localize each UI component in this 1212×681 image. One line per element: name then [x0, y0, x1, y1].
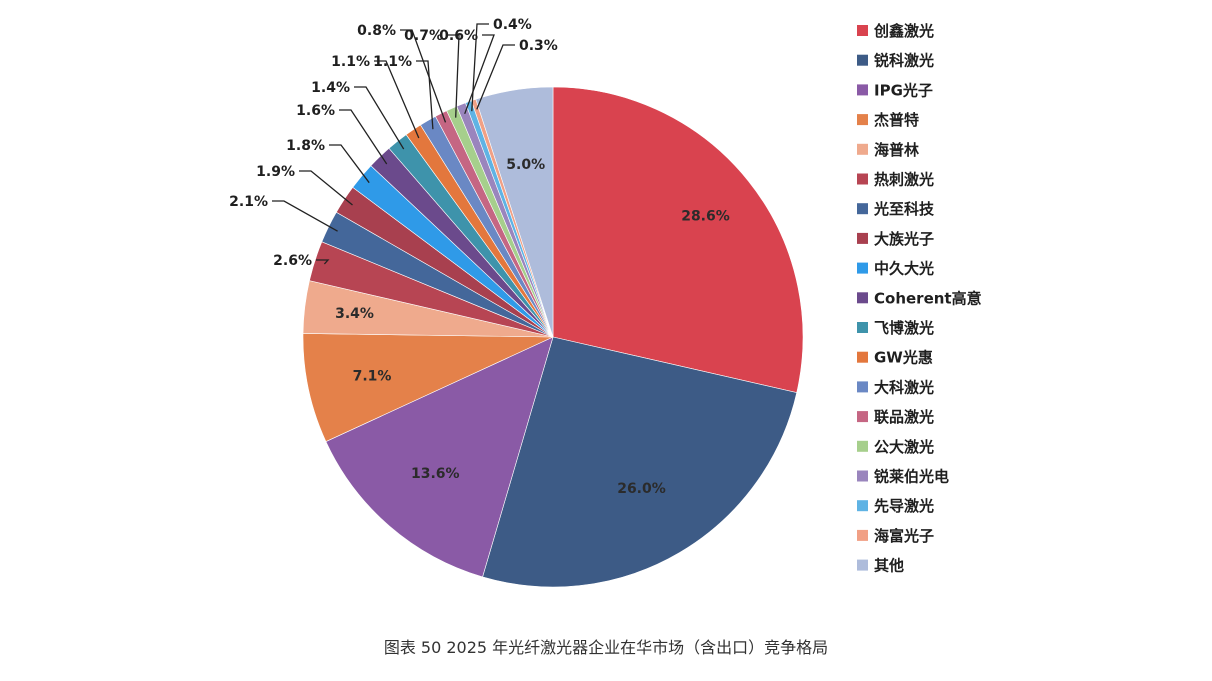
legend-swatch — [857, 25, 868, 36]
leader-line — [476, 44, 515, 110]
legend-swatch — [857, 143, 868, 155]
legend-swatch — [857, 470, 868, 482]
leader-line — [354, 86, 405, 150]
legend-swatch — [857, 381, 868, 393]
pie-slice — [475, 86, 554, 338]
legend-swatch — [857, 203, 868, 215]
slice-data-label: 1.6% — [296, 103, 335, 119]
slice-data-label: 28.6% — [681, 208, 730, 224]
pie-slice — [325, 336, 554, 578]
legend-label: Coherent高意 — [874, 289, 982, 307]
leader-line — [339, 109, 388, 165]
legend-swatch — [857, 114, 868, 126]
legend-label: GW光惠 — [874, 349, 933, 367]
legend-label: 大科激光 — [874, 378, 934, 396]
leader-line — [316, 259, 330, 265]
legend-label: 海富光子 — [874, 527, 934, 545]
legend-label: 其他 — [874, 557, 904, 575]
legend-label: 光至科技 — [873, 200, 935, 218]
pie-slices — [302, 86, 804, 588]
legend-swatch — [857, 232, 868, 244]
leader-line — [416, 60, 434, 130]
legend-swatch — [857, 411, 868, 423]
slice-labels: 28.6% 26.0% 13.6% 7.1% 3.4% 2.6% 2.1% 1.9% 1.8% 1… — [229, 17, 730, 497]
slice-data-label: 26.0% — [617, 481, 666, 497]
legend-swatch — [857, 440, 868, 452]
legend-label: 联品激光 — [874, 408, 934, 426]
legend-swatch — [857, 351, 868, 363]
leader-line — [471, 23, 489, 112]
legend-label: 大族光子 — [874, 230, 934, 248]
slice-data-label: 0.8% — [357, 23, 396, 39]
legend-label: 公大激光 — [874, 438, 934, 456]
slice-data-label: 0.3% — [519, 38, 558, 54]
legend-label: 锐科激光 — [874, 52, 934, 70]
pie-slice — [482, 336, 798, 588]
slice-data-label: 7.1% — [353, 368, 392, 384]
legend-label: 热刺激光 — [874, 171, 934, 189]
leader-line — [464, 34, 495, 115]
slice-data-label: 13.6% — [411, 466, 460, 482]
legend-swatch — [857, 54, 868, 66]
leader-line — [400, 29, 447, 123]
slice-data-label: 1.4% — [311, 80, 350, 96]
pie-chart: 28.6% 26.0% 13.6% 7.1% 3.4% 2.6% 2.1% 1.9% 1.8% 1… — [229, 17, 982, 588]
legend-swatch — [857, 500, 868, 512]
legend-label: 海普林 — [874, 141, 920, 159]
slice-data-label: 0.7% — [404, 28, 443, 44]
figure-caption: 图表 50 2025 年光纤激光器企业在华市场（含出口）竞争格局 — [383, 638, 829, 657]
pie-slice — [302, 333, 554, 442]
slice-data-label: 1.8% — [286, 138, 325, 154]
legend-swatch — [857, 292, 868, 304]
leader-line — [374, 60, 420, 139]
leader-line — [299, 170, 353, 206]
legend-label: IPG光子 — [874, 81, 933, 99]
legend-label: 锐莱伯光电 — [874, 468, 949, 486]
slice-data-label: 1.1% — [373, 54, 412, 70]
pie-slice — [552, 86, 804, 393]
legend-swatch — [857, 173, 868, 185]
legend-label: 飞博激光 — [874, 319, 934, 337]
legend-label: 中久大光 — [874, 260, 934, 278]
legend-swatch — [857, 262, 868, 274]
leader-line — [272, 200, 338, 232]
legend-label: 杰普特 — [874, 111, 919, 129]
slice-data-label: 2.6% — [273, 253, 312, 269]
leader-line — [447, 34, 460, 118]
slice-data-label: 5.0% — [506, 157, 545, 173]
leader-lines — [272, 23, 515, 265]
legend-label: 创鑫激光 — [873, 22, 934, 40]
legend-swatch — [857, 559, 868, 571]
leader-line — [329, 144, 370, 184]
slice-data-label: 1.1% — [331, 54, 370, 70]
legend-swatch — [857, 529, 868, 541]
slice-data-label: 3.4% — [335, 306, 374, 322]
slice-data-label: 2.1% — [229, 194, 268, 210]
slice-data-label: 0.6% — [439, 28, 478, 44]
legend-swatch — [857, 84, 868, 96]
legend-label: 先导激光 — [874, 497, 934, 515]
legend-swatch — [857, 322, 868, 333]
slice-data-label: 1.9% — [256, 164, 295, 180]
slice-data-label: 0.4% — [493, 17, 532, 33]
